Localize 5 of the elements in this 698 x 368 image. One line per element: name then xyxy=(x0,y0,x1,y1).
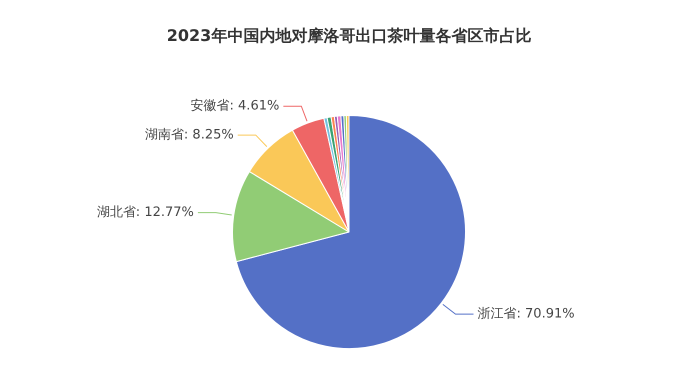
slice-label: 安徽省: 4.61% xyxy=(190,98,280,114)
slice-label: 浙江省: 70.91% xyxy=(478,306,575,322)
chart-title: 2023年中国内地对摩洛哥出口茶叶量各省区市占比 xyxy=(166,26,532,47)
slice-label: 湖南省: 8.25% xyxy=(144,127,234,142)
slice-label: 湖北省: 12.77% xyxy=(96,205,194,220)
